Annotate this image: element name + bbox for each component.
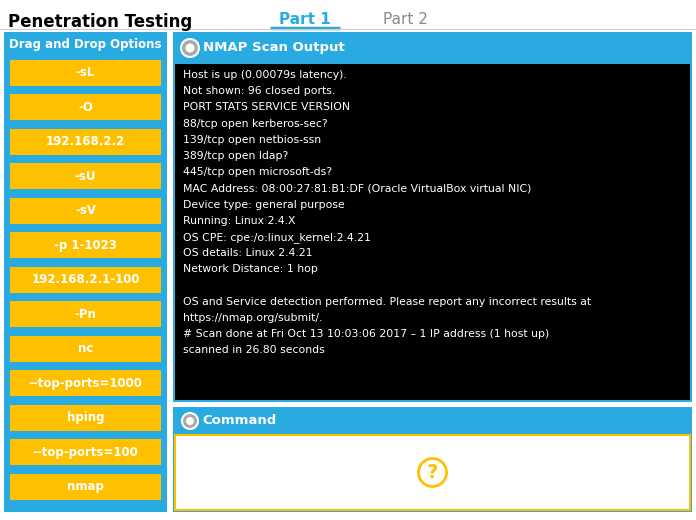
FancyBboxPatch shape [10,232,161,258]
Text: Part 1: Part 1 [279,12,331,27]
FancyBboxPatch shape [175,408,690,434]
Text: https://nmap.org/submit/.: https://nmap.org/submit/. [183,313,322,323]
Circle shape [186,417,194,425]
Text: # Scan done at Fri Oct 13 10:03:06 2017 – 1 IP address (1 host up): # Scan done at Fri Oct 13 10:03:06 2017 … [183,329,549,339]
Text: -sL: -sL [76,67,95,80]
Text: -sU: -sU [74,170,96,183]
Text: Drag and Drop Options: Drag and Drop Options [9,38,161,51]
Text: hping: hping [67,411,104,424]
Text: Not shown: 96 closed ports.: Not shown: 96 closed ports. [183,86,335,96]
FancyBboxPatch shape [10,301,161,327]
Circle shape [186,44,194,53]
FancyBboxPatch shape [10,439,161,465]
Circle shape [182,413,198,429]
FancyBboxPatch shape [10,474,161,500]
FancyBboxPatch shape [175,33,690,63]
Text: PORT STATS SERVICE VERSION: PORT STATS SERVICE VERSION [183,102,350,112]
FancyBboxPatch shape [10,95,161,121]
FancyBboxPatch shape [10,405,161,431]
Text: 192.168.2.1-100: 192.168.2.1-100 [31,274,140,287]
Text: Part 2: Part 2 [383,12,427,27]
Text: Running: Linux 2.4.X: Running: Linux 2.4.X [183,216,296,226]
Text: Penetration Testing: Penetration Testing [8,13,192,31]
FancyBboxPatch shape [10,370,161,396]
Text: scanned in 26.80 seconds: scanned in 26.80 seconds [183,345,325,355]
Text: 139/tcp open netbios-ssn: 139/tcp open netbios-ssn [183,135,321,145]
Text: --top-ports=100: --top-ports=100 [33,446,139,459]
FancyBboxPatch shape [10,336,161,362]
Text: nc: nc [78,342,93,355]
FancyBboxPatch shape [173,407,692,512]
Text: -O: -O [78,101,93,114]
Circle shape [181,39,199,57]
Text: nmap: nmap [67,480,104,493]
FancyBboxPatch shape [173,32,692,402]
Text: Host is up (0.00079s latency).: Host is up (0.00079s latency). [183,70,347,80]
Text: --top-ports=1000: --top-ports=1000 [29,376,143,389]
FancyBboxPatch shape [10,198,161,224]
Text: OS CPE: cpe:/o:linux_kernel:2.4.21: OS CPE: cpe:/o:linux_kernel:2.4.21 [183,232,371,243]
Text: OS details: Linux 2.4.21: OS details: Linux 2.4.21 [183,248,313,258]
Circle shape [418,459,447,487]
Text: 88/tcp open kerberos-sec?: 88/tcp open kerberos-sec? [183,119,328,128]
Text: -sV: -sV [75,204,96,217]
Text: NMAP Scan Output: NMAP Scan Output [203,42,345,55]
Text: MAC Address: 08:00:27:81:B1:DF (Oracle VirtualBox virtual NIC): MAC Address: 08:00:27:81:B1:DF (Oracle V… [183,184,531,193]
Text: -p 1-1023: -p 1-1023 [54,239,117,252]
FancyBboxPatch shape [10,129,161,155]
Text: 389/tcp open ldap?: 389/tcp open ldap? [183,151,288,161]
Text: Network Distance: 1 hop: Network Distance: 1 hop [183,264,318,275]
Text: Device type: general purpose: Device type: general purpose [183,200,345,210]
FancyBboxPatch shape [10,163,161,189]
FancyBboxPatch shape [175,435,690,510]
FancyBboxPatch shape [10,60,161,86]
Text: 192.168.2.2: 192.168.2.2 [46,135,125,148]
Text: 445/tcp open microsoft-ds?: 445/tcp open microsoft-ds? [183,167,332,177]
FancyBboxPatch shape [10,267,161,293]
FancyBboxPatch shape [175,64,690,400]
FancyBboxPatch shape [4,32,167,512]
Text: OS and Service detection performed. Please report any incorrect results at: OS and Service detection performed. Plea… [183,297,591,307]
Text: ?: ? [427,463,438,482]
Text: Command: Command [202,414,276,427]
Text: -Pn: -Pn [74,308,97,321]
